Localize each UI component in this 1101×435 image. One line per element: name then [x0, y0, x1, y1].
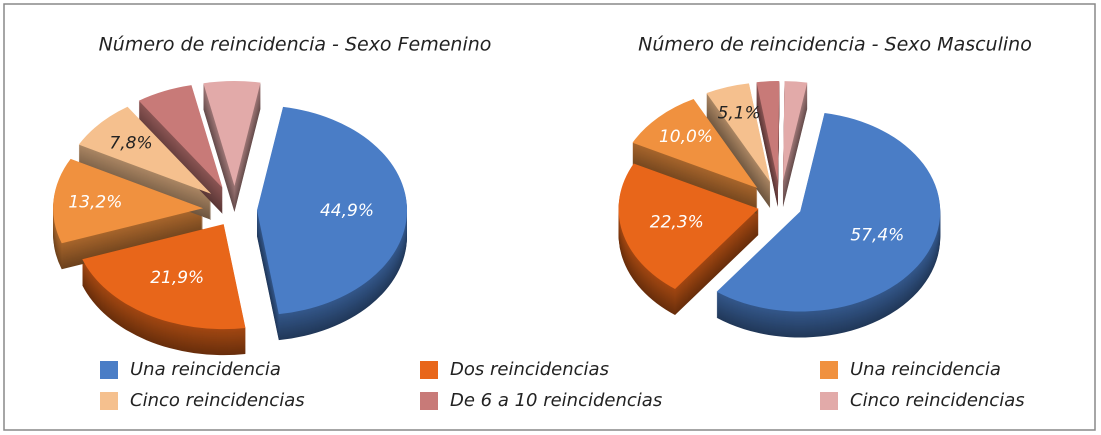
data-label: 5,1% — [718, 104, 761, 124]
legend-label: Una reincidencia — [850, 359, 1001, 380]
data-label: 22,3% — [650, 212, 704, 232]
data-label: 21,9% — [150, 268, 204, 288]
slice — [782, 81, 808, 182]
legend-swatch — [100, 392, 118, 410]
chart-title: Número de reincidencia - Sexo Femenino — [99, 34, 492, 56]
slice — [716, 113, 941, 312]
slice — [82, 224, 246, 330]
slice — [756, 81, 780, 182]
data-label: 10,0% — [659, 127, 713, 147]
legend-swatch — [100, 361, 118, 379]
legend-label: Cinco reincidencias — [130, 390, 305, 411]
slice — [632, 99, 758, 189]
data-label: 7,8% — [109, 133, 152, 153]
legend-swatch — [820, 361, 838, 379]
slice — [138, 85, 223, 188]
data-label: 44,9% — [320, 201, 374, 221]
legend-label: Una reincidencia — [130, 359, 281, 380]
legend-swatch — [820, 392, 838, 410]
legend-swatch — [420, 361, 438, 379]
data-label: 57,4% — [850, 225, 904, 245]
data-label: 13,2% — [68, 193, 122, 213]
legend-label: De 6 a 10 reincidencias — [450, 390, 662, 411]
legend-label: Dos reincidencias — [450, 359, 609, 380]
chart-title: Número de reincidencia - Sexo Masculino — [638, 34, 1032, 56]
slice — [203, 81, 261, 187]
slice — [53, 158, 204, 244]
slice — [78, 106, 212, 194]
slice — [256, 106, 407, 315]
slice — [618, 163, 759, 290]
legend-label: Cinco reincidencias — [850, 390, 1025, 411]
legend-swatch — [420, 392, 438, 410]
slice — [706, 83, 771, 183]
